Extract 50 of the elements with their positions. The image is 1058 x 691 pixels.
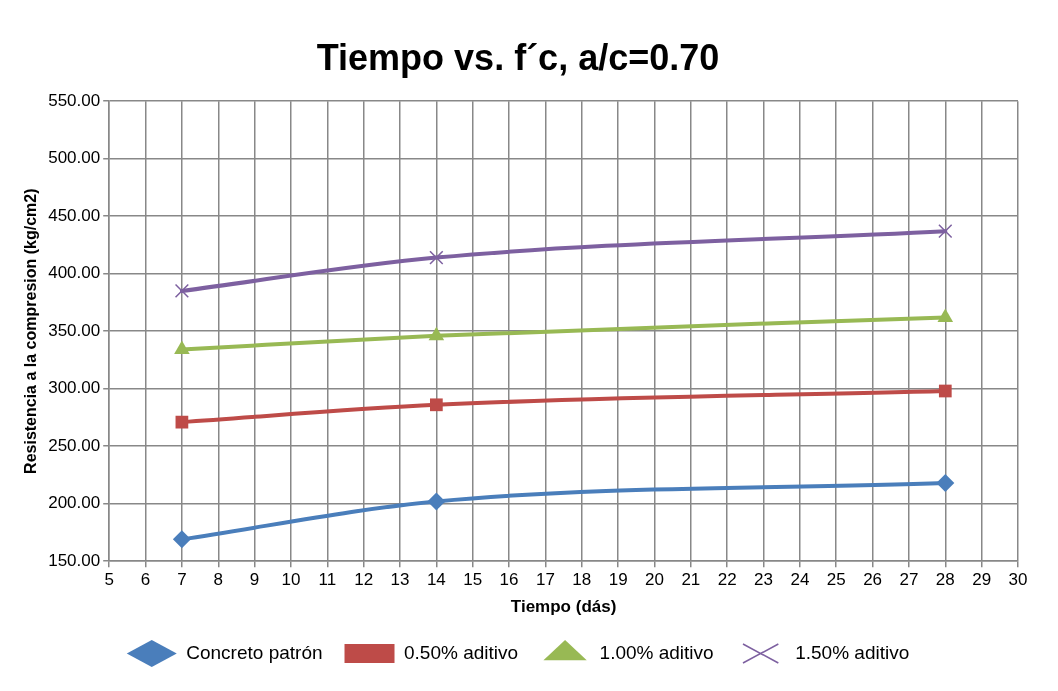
x-tick-label: 10 bbox=[281, 570, 301, 590]
x-tick-label: 16 bbox=[499, 570, 519, 590]
x-tick-label: 19 bbox=[608, 570, 628, 590]
y-tick-label: 200.00 bbox=[48, 493, 101, 513]
x-tick-label: 8 bbox=[213, 570, 223, 590]
x-tick-label: 9 bbox=[249, 570, 260, 590]
y-tick-label: 300.00 bbox=[48, 378, 101, 398]
chart-title: Tiempo vs. f´c, a/c=0.70 bbox=[316, 36, 720, 78]
x-tick-label: 6 bbox=[140, 570, 151, 590]
x-tick-label: 27 bbox=[899, 570, 919, 590]
x-tick-label: 5 bbox=[104, 570, 114, 590]
point bbox=[429, 250, 444, 265]
point bbox=[938, 224, 953, 239]
x-tick-label: 26 bbox=[863, 570, 883, 590]
point bbox=[936, 474, 955, 492]
y-axis-title: Resistencia a la compresion (kg/cm2) bbox=[22, 188, 40, 474]
x-tick-label: 20 bbox=[645, 570, 664, 590]
x-tick-label: 24 bbox=[790, 570, 810, 590]
x-tick-label: 11 bbox=[318, 570, 337, 590]
x-tick-label: 22 bbox=[717, 570, 737, 590]
point bbox=[427, 492, 446, 511]
x-tick-label: 21 bbox=[681, 570, 701, 590]
x-tick-label: 12 bbox=[354, 570, 374, 590]
x-tick-label: 25 bbox=[826, 570, 846, 590]
point bbox=[172, 530, 191, 549]
x-tick-label: 23 bbox=[754, 570, 773, 590]
y-tick-label: 350.00 bbox=[48, 320, 101, 340]
legend-label: 0.50% aditivo bbox=[404, 641, 519, 663]
y-tick-label: 150.00 bbox=[48, 550, 101, 570]
point bbox=[938, 384, 952, 398]
x-tick-label: 14 bbox=[426, 570, 446, 590]
x-tick-label: 30 bbox=[1008, 570, 1028, 590]
x-axis-title: Tiempo (dás) bbox=[510, 597, 617, 617]
legend-label: 1.00% aditivo bbox=[599, 641, 714, 663]
x-tick-label: 13 bbox=[390, 570, 410, 590]
y-tick-label: 250.00 bbox=[48, 435, 101, 455]
x-tick-label: 17 bbox=[535, 570, 555, 590]
x-tick-label: 7 bbox=[177, 570, 187, 590]
legend-label: Concreto patrón bbox=[186, 641, 323, 663]
x-tick-label: 28 bbox=[935, 570, 955, 590]
y-tick-label: 500.00 bbox=[48, 148, 101, 168]
point bbox=[430, 398, 443, 412]
x-tick-label: 29 bbox=[972, 570, 992, 590]
point bbox=[174, 283, 190, 299]
y-tick-label: 450.00 bbox=[48, 205, 101, 225]
y-tick-label: 550.00 bbox=[48, 90, 101, 110]
x-tick-label: 18 bbox=[572, 570, 592, 590]
y-tick-label: 400.00 bbox=[48, 263, 101, 283]
legend-label: 1.50% aditivo bbox=[795, 641, 910, 663]
x-tick-label: 15 bbox=[463, 570, 483, 590]
